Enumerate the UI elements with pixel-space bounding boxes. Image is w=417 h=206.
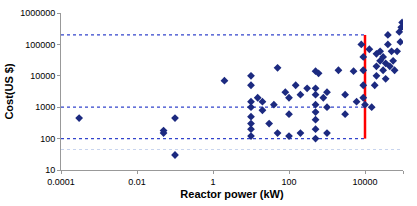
svg-text:100: 100 (40, 134, 55, 144)
svg-text:10000: 10000 (352, 177, 377, 187)
svg-text:10: 10 (45, 165, 55, 175)
svg-text:0.01: 0.01 (128, 177, 146, 187)
svg-text:Reactor power (kW): Reactor power (kW) (180, 188, 284, 200)
svg-text:100: 100 (281, 177, 296, 187)
svg-text:Cost(US $): Cost(US $) (3, 63, 15, 120)
svg-text:10000: 10000 (30, 71, 55, 81)
svg-text:0.0001: 0.0001 (47, 177, 75, 187)
svg-text:100000: 100000 (25, 40, 55, 50)
svg-text:1: 1 (210, 177, 215, 187)
svg-text:1000000: 1000000 (20, 8, 55, 18)
svg-text:1000: 1000 (35, 102, 55, 112)
